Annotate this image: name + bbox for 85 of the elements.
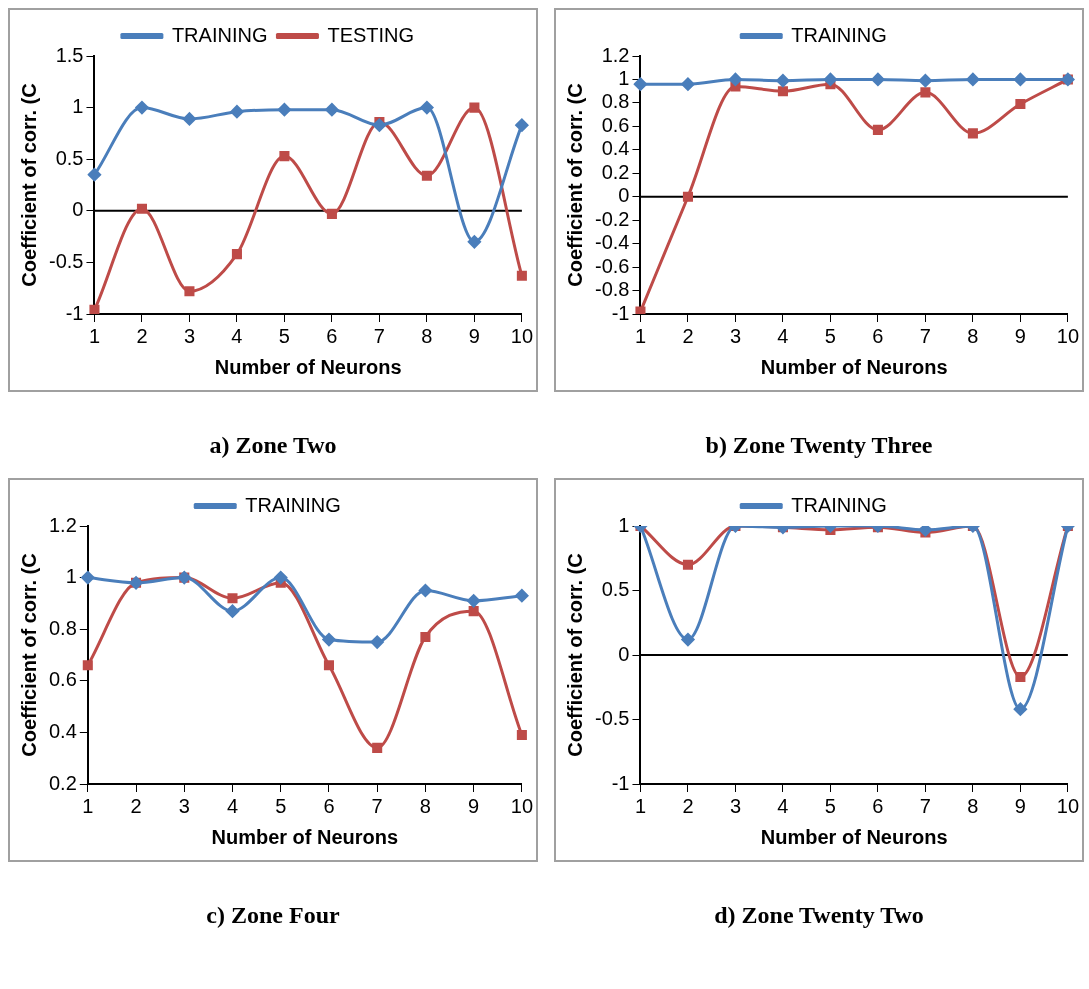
y-tick-label: -1 (611, 301, 630, 324)
legend-label: TESTING (327, 23, 415, 46)
x-tick-label: 2 (682, 324, 694, 347)
x-tick-label: 7 (371, 794, 383, 817)
y-tick-label: 1 (618, 66, 630, 89)
x-tick-label: 8 (421, 324, 433, 347)
y-tick-label: 0.5 (55, 146, 84, 169)
y-tick-label: 0.2 (601, 160, 630, 183)
y-tick-label: 0 (72, 198, 84, 221)
x-tick-label: 2 (682, 794, 694, 817)
x-tick-label: 5 (824, 324, 836, 347)
x-tick-label: 9 (1014, 324, 1026, 347)
x-tick-label: 3 (183, 324, 196, 347)
y-tick-label: 0 (618, 184, 630, 207)
x-axis-title: Number of Neurons (760, 825, 948, 848)
x-tick-label: 10 (1056, 324, 1079, 347)
x-tick-label: 1 (634, 794, 647, 817)
legend-label: TRAINING (791, 493, 887, 516)
x-tick-label: 4 (777, 324, 789, 347)
x-tick-label: 10 (510, 324, 533, 347)
x-tick-label: 5 (824, 794, 836, 817)
x-tick-label: 5 (278, 324, 290, 347)
x-tick-label: 9 (1014, 794, 1026, 817)
x-tick-label: 8 (967, 324, 979, 347)
y-axis-title: Coefficient of corr. (C (17, 83, 40, 287)
x-tick-label: 6 (326, 324, 338, 347)
y-tick-label: -0.8 (594, 278, 630, 301)
x-tick-label: 9 (468, 324, 480, 347)
legend-label: TRAINING (171, 23, 268, 46)
x-tick-label: 1 (634, 324, 647, 347)
x-axis-title: Number of Neurons (214, 355, 402, 378)
y-axis-title: Coefficient of corr. (C (17, 553, 40, 757)
y-tick-label: 0.6 (601, 113, 630, 136)
y-tick-label: 1 (65, 565, 77, 588)
x-tick-label: 6 (872, 794, 884, 817)
x-tick-label: 10 (510, 794, 533, 817)
y-tick-label: 0.2 (48, 771, 77, 794)
x-tick-label: 4 (777, 794, 789, 817)
y-tick-label: 1.5 (55, 43, 84, 66)
x-tick-label: 4 (226, 794, 239, 817)
y-tick-label: 1 (72, 95, 84, 118)
y-tick-label: 1 (618, 513, 630, 536)
y-tick-label: 0.8 (601, 90, 630, 113)
x-tick-label: 2 (136, 324, 148, 347)
x-tick-label: 9 (468, 794, 480, 817)
y-tick-label: 0.4 (601, 137, 630, 160)
y-tick-label: -1 (611, 771, 630, 794)
text: d) Zone Twenty Two (714, 902, 924, 930)
text: a) Zone Two (209, 432, 337, 460)
x-tick-label: 2 (130, 794, 142, 817)
x-tick-label: 3 (729, 324, 742, 347)
y-tick-label: -0.6 (594, 254, 630, 277)
x-tick-label: 6 (323, 794, 335, 817)
x-tick-label: 4 (231, 324, 243, 347)
y-tick-label: 0 (618, 642, 630, 665)
y-tick-label: 0.8 (48, 616, 77, 639)
x-tick-label: 7 (919, 794, 931, 817)
x-tick-label: 8 (419, 794, 431, 817)
y-tick-label: 1.2 (48, 513, 77, 536)
y-tick-label: 0.4 (48, 719, 77, 742)
x-tick-label: 1 (88, 324, 101, 347)
y-tick-label: -1 (65, 301, 84, 324)
y-tick-label: -0.4 (594, 231, 630, 254)
legend-label: TRAINING (791, 23, 887, 46)
y-tick-label: 0.5 (601, 578, 630, 601)
x-tick-label: 3 (729, 794, 742, 817)
y-axis-title: Coefficient of corr. (C (563, 83, 586, 287)
text: c) Zone Four (206, 902, 340, 930)
x-tick-label: 8 (967, 794, 979, 817)
y-axis-title: Coefficient of corr. (C (563, 553, 586, 757)
y-tick-label: 1.2 (601, 43, 630, 66)
legend-label: TRAINING (245, 493, 341, 516)
y-tick-label: -0.5 (48, 249, 84, 272)
x-tick-label: 10 (1056, 794, 1079, 817)
x-tick-label: 6 (872, 324, 884, 347)
x-tick-label: 7 (919, 324, 931, 347)
y-tick-label: 0.6 (48, 668, 77, 691)
x-axis-title: Number of Neurons (211, 825, 399, 848)
x-tick-label: 3 (178, 794, 190, 817)
text: b) Zone Twenty Three (705, 432, 933, 460)
x-tick-label: 7 (373, 324, 385, 347)
y-tick-label: -0.2 (594, 207, 630, 230)
x-tick-label: 5 (275, 794, 287, 817)
y-tick-label: -0.5 (594, 707, 630, 730)
x-axis-title: Number of Neurons (760, 355, 948, 378)
